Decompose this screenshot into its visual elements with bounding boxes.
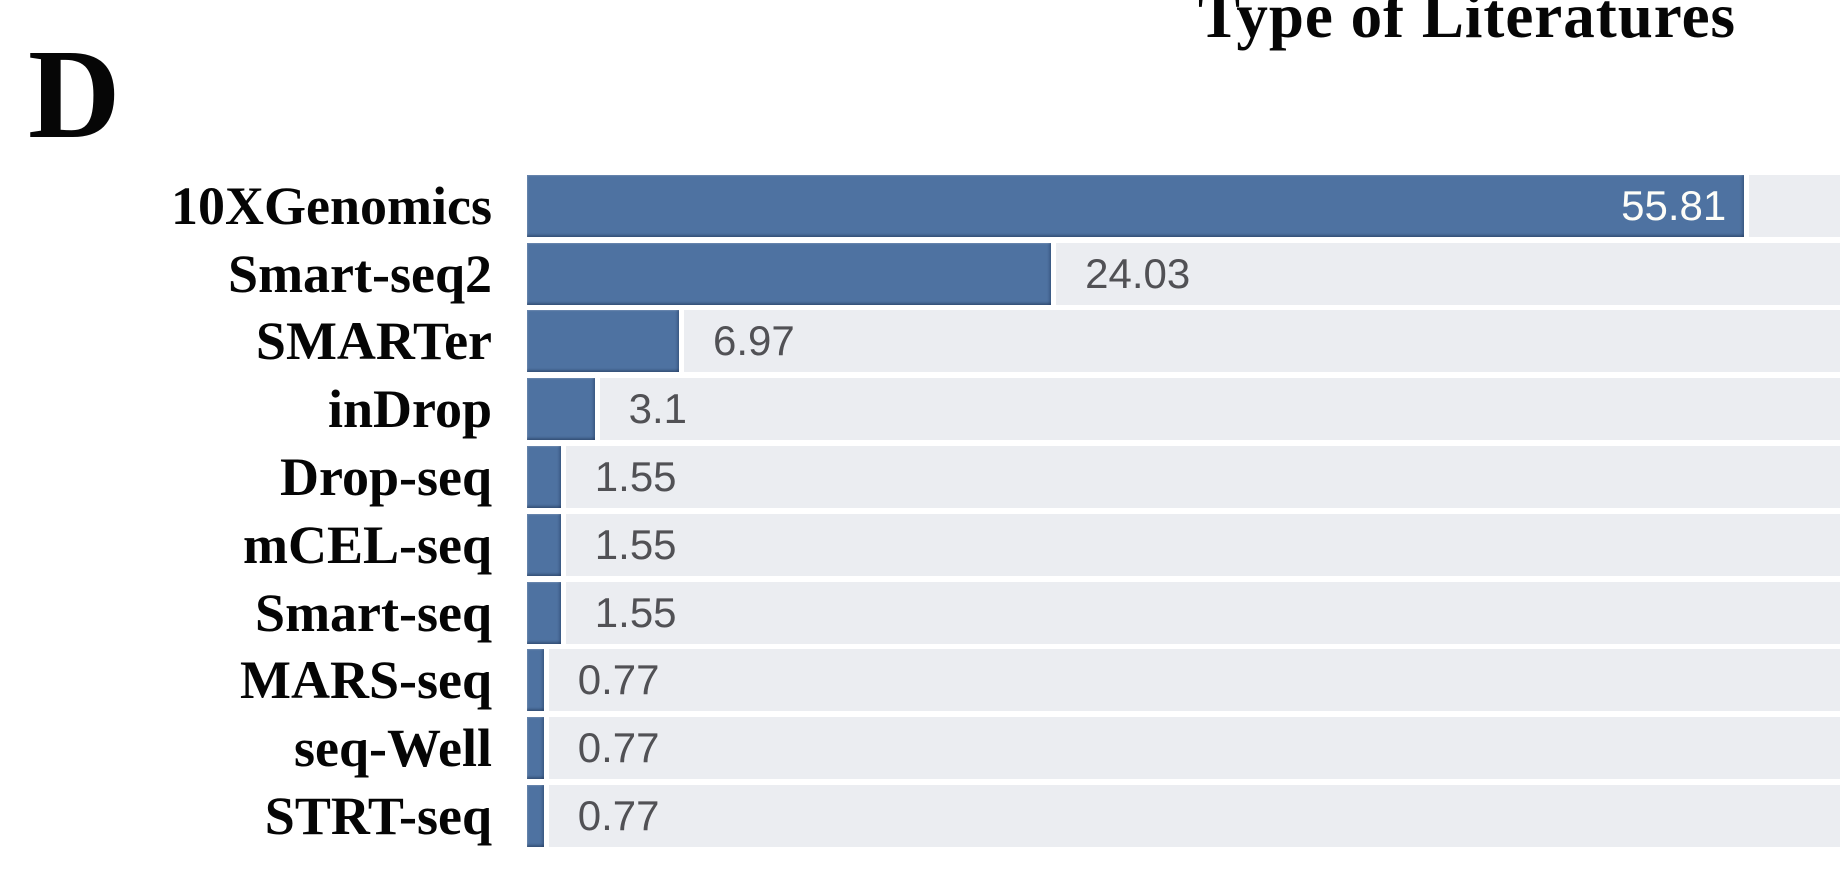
category-label: SMARTer [255,311,492,372]
bar-row: Smart-seq 1.55 [0,579,1840,647]
category-label: inDrop [327,379,492,440]
bar-track: 24.03 [527,242,1840,305]
value-label: 1.55 [594,588,677,636]
bar-track: 0.77 [527,649,1840,712]
value-label: 1.55 [594,453,677,501]
bar [527,513,566,576]
value-label: 3.1 [628,385,687,433]
bar [527,446,566,509]
bar-row: MARS-seq 0.77 [0,647,1840,715]
bar-track: 55.81 [527,174,1840,237]
value-label: 6.97 [713,317,795,365]
bar [527,785,549,848]
bar-track: 6.97 [527,310,1840,373]
bar-row: 10XGenomics 55.81 [0,172,1840,240]
bar-row: STRT-seq 0.77 [0,782,1840,850]
bar [527,717,549,780]
value-label: 1.55 [594,520,677,568]
bar-track: 1.55 [527,446,1840,509]
category-label: STRT-seq [264,786,492,847]
bar-track: 0.77 [527,785,1840,848]
bar-row: Drop-seq 1.55 [0,443,1840,511]
value-label: 24.03 [1085,249,1191,297]
bar-row: seq-Well 0.77 [0,714,1840,782]
value-label: 0.77 [577,724,660,772]
bar-row: mCEL-seq 1.55 [0,511,1840,579]
category-label: MARS-seq [240,650,492,711]
bar [527,242,1057,305]
bar [527,581,566,644]
bar [527,378,600,441]
bar: 55.81 [527,174,1750,237]
category-label: Smart-seq [255,582,492,643]
panel-label-d: D [28,23,121,165]
value-label: 55.81 [1621,181,1727,229]
value-label: 0.77 [577,656,660,704]
category-label: Smart-seq2 [228,243,492,304]
category-label: 10XGenomics [171,175,492,236]
bar-track: 3.1 [527,378,1840,441]
bar-row: inDrop 3.1 [0,375,1840,443]
bar-track: 0.77 [527,717,1840,780]
category-label: mCEL-seq [242,514,492,575]
bar-row: SMARTer 6.97 [0,308,1840,376]
category-label: Drop-seq [279,447,492,508]
bar-track: 1.55 [527,581,1840,644]
chart-title: Type of Literatures [1198,0,1737,51]
value-label: 0.77 [577,792,660,840]
bar [527,310,685,373]
bar-row: Smart-seq2 24.03 [0,240,1840,308]
category-label: seq-Well [294,718,492,779]
bar-track: 1.55 [527,513,1840,576]
bar [527,649,549,712]
bar-chart: 10XGenomics 55.81 Smart-seq2 24.03 SMART… [0,172,1840,850]
